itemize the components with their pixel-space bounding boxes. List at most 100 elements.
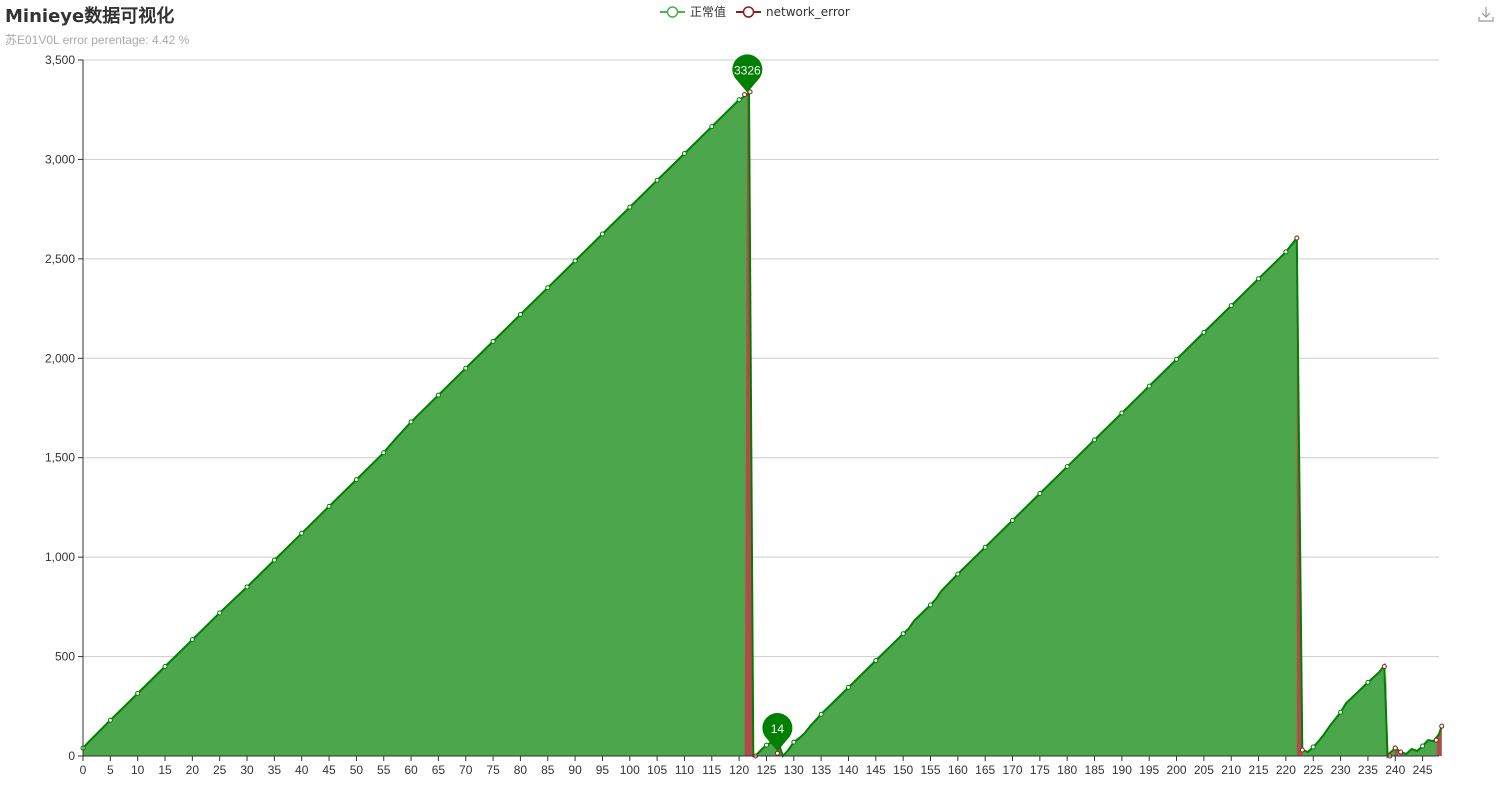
normal-point — [490, 338, 496, 344]
error-point — [742, 92, 748, 98]
error-point — [1398, 749, 1404, 755]
normal-point — [572, 258, 578, 264]
marker-label: 14 — [771, 722, 785, 736]
x-tick-label: 165 — [975, 763, 995, 777]
normal-point — [408, 419, 414, 425]
x-tick-label: 135 — [811, 763, 831, 777]
y-tick-label: 3,000 — [45, 152, 75, 166]
x-tick-label: 190 — [1112, 763, 1132, 777]
marker-pin-shape — [762, 713, 793, 752]
chart-subtitle: 苏E01V0L error perentage: 4.42 % — [5, 33, 190, 47]
normal-point — [1092, 437, 1098, 443]
normal-point — [381, 450, 387, 456]
normal-point — [463, 365, 469, 371]
y-tick-label: 3,500 — [45, 53, 75, 67]
x-tick-label: 205 — [1194, 763, 1214, 777]
normal-point — [681, 150, 687, 156]
x-tick-label: 150 — [893, 763, 913, 777]
y-tick-label: 0 — [68, 749, 75, 763]
normal-point — [1037, 491, 1043, 497]
normal-point — [955, 571, 961, 577]
x-tick-label: 60 — [404, 763, 418, 777]
normal-point — [326, 503, 332, 509]
y-tick-label: 2,000 — [45, 351, 75, 365]
x-tick-label: 160 — [948, 763, 968, 777]
x-tick-label: 230 — [1331, 763, 1351, 777]
normal-point — [763, 742, 769, 748]
x-tick-label: 235 — [1358, 763, 1378, 777]
x-tick-label: 215 — [1249, 763, 1269, 777]
x-tick-label: 30 — [240, 763, 254, 777]
normal-point — [1174, 356, 1180, 362]
normal-point — [1228, 303, 1234, 309]
download-icon[interactable] — [1478, 6, 1494, 27]
x-tick-label: 65 — [432, 763, 446, 777]
error-point — [774, 750, 780, 756]
x-tick-label: 80 — [514, 763, 528, 777]
normal-point — [517, 312, 523, 318]
x-tick-label: 45 — [322, 763, 336, 777]
normal-point — [135, 690, 141, 696]
legend-label-normal: 正常值 — [690, 5, 727, 19]
x-tick-label: 25 — [213, 763, 227, 777]
error-point — [1381, 664, 1387, 670]
normal-point — [900, 631, 906, 637]
chart-title: Minieye数据可视化 — [5, 6, 175, 27]
marker-pin[interactable]: 14 — [762, 713, 793, 752]
x-tick-label: 220 — [1276, 763, 1296, 777]
x-tick-label: 130 — [784, 763, 804, 777]
x-tick-label: 35 — [268, 763, 282, 777]
normal-point — [1146, 383, 1152, 389]
normal-point — [873, 658, 879, 664]
x-tick-label: 155 — [920, 763, 940, 777]
error-point — [1433, 737, 1439, 743]
legend-item-normal[interactable]: 正常值 — [660, 3, 726, 20]
x-tick-label: 85 — [541, 763, 555, 777]
x-tick-label: 20 — [186, 763, 200, 777]
x-tick-label: 110 — [675, 763, 694, 777]
y-tick-label: 1,000 — [45, 550, 75, 564]
x-tick-label: 185 — [1085, 763, 1105, 777]
normal-point — [1310, 744, 1316, 750]
x-tick-label: 180 — [1057, 763, 1077, 777]
x-tick-label: 140 — [838, 763, 858, 777]
normal-point — [545, 285, 551, 291]
legend-item-network-error[interactable]: network_error — [736, 5, 850, 19]
normal-point — [599, 231, 605, 237]
x-tick-label: 50 — [350, 763, 364, 777]
normal-point — [791, 739, 797, 745]
normal-point — [1119, 410, 1125, 416]
legend-label-network-error: network_error — [766, 4, 850, 19]
x-tick-label: 115 — [702, 763, 721, 777]
normal-point — [189, 637, 195, 643]
legend-swatch-network-error — [736, 5, 762, 19]
normal-point — [736, 97, 742, 103]
normal-point — [353, 477, 359, 483]
error-point — [1392, 745, 1398, 751]
normal-point — [271, 557, 277, 563]
legend: 正常值 network_error — [660, 3, 850, 20]
y-tick-label: 2,500 — [45, 252, 75, 266]
y-tick-label: 500 — [55, 650, 75, 664]
x-tick-label: 55 — [377, 763, 391, 777]
normal-point — [654, 177, 660, 183]
normal-area — [83, 91, 1442, 757]
error-band — [744, 91, 754, 757]
x-tick-label: 145 — [866, 763, 886, 777]
error-band — [1436, 726, 1442, 756]
marker-pin[interactable]: 3326 — [732, 54, 763, 93]
x-tick-label: 200 — [1167, 763, 1187, 777]
normal-point — [709, 124, 715, 130]
marker-label: 3326 — [734, 64, 761, 78]
x-tick-label: 225 — [1303, 763, 1323, 777]
x-tick-label: 125 — [756, 763, 776, 777]
error-point — [747, 89, 753, 95]
error-point — [1299, 747, 1305, 753]
x-tick-label: 240 — [1385, 763, 1405, 777]
error-point — [1294, 235, 1300, 241]
normal-point — [1283, 249, 1289, 255]
x-tick-label: 5 — [107, 763, 114, 777]
marker-pin-shape — [732, 54, 763, 93]
x-tick-label: 210 — [1221, 763, 1241, 777]
x-tick-label: 40 — [295, 763, 309, 777]
